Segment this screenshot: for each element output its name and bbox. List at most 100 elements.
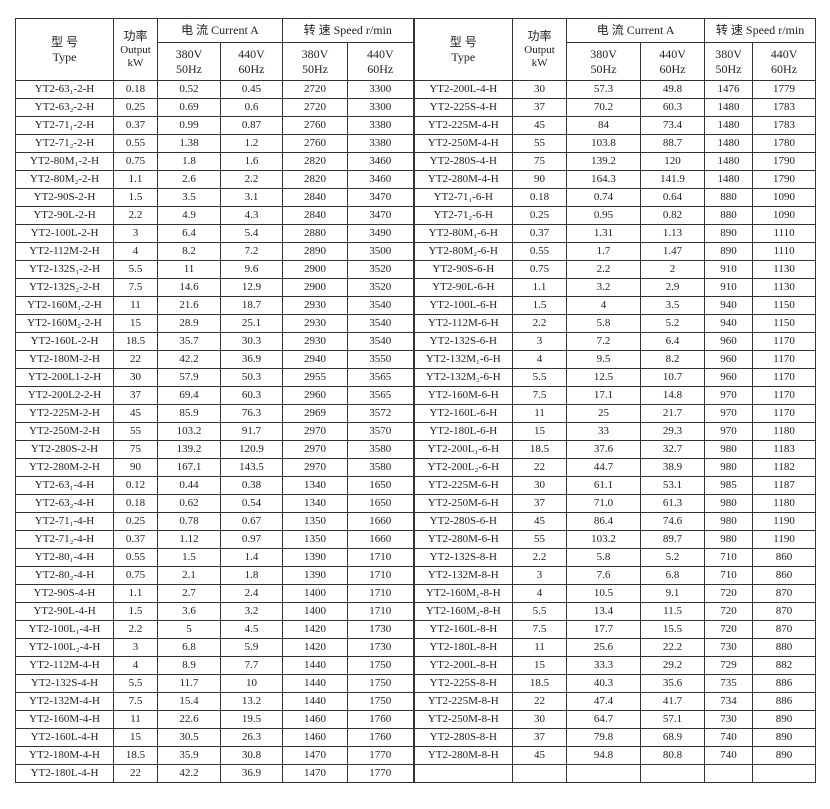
cell: 1.1 xyxy=(512,278,568,297)
cell: 1170 xyxy=(752,386,817,405)
cell: YT2-250M-8-H xyxy=(413,710,514,729)
cell: 0.25 xyxy=(113,98,158,117)
header-line: 380V xyxy=(715,46,742,61)
header-line: 440V xyxy=(238,46,265,61)
cell: 90 xyxy=(113,458,158,477)
header-line: 50Hz xyxy=(590,61,617,76)
cell: 0.99 xyxy=(157,116,221,135)
cell: 5.5 xyxy=(113,674,158,693)
cell: YT2-225M-2-H xyxy=(15,404,114,423)
cell: 5.8 xyxy=(566,548,642,567)
cell: 75 xyxy=(113,440,158,459)
cell: YT2-200L₁-6-H xyxy=(413,440,514,459)
cell: 15 xyxy=(512,656,568,675)
cell: 0.87 xyxy=(219,116,284,135)
data-row: YT2-180M-4-H 18.5 35.9 30.8 1470 1770 YT2-280M… xyxy=(15,746,817,765)
cell: 33.3 xyxy=(566,656,642,675)
cell: 6.4 xyxy=(640,332,706,351)
voltage-header: 380V 50Hz xyxy=(704,42,754,81)
cell: 120 xyxy=(640,152,706,171)
cell: 0.67 xyxy=(219,512,284,531)
data-row: YT2-90L-2-H 2.2 4.9 4.3 2840 3470 YT2-71₂-6-H 0… xyxy=(15,206,817,225)
cell: 5.8 xyxy=(566,314,642,333)
voltage-header: 440V 60Hz xyxy=(752,42,817,81)
cell: 14.6 xyxy=(157,278,221,297)
cell: 3.5 xyxy=(640,296,706,315)
cell: 880 xyxy=(704,188,754,207)
cell: 15.5 xyxy=(640,620,706,639)
cell: 0.25 xyxy=(512,206,568,225)
cell: 5.5 xyxy=(512,602,568,621)
cell: 3.5 xyxy=(157,188,221,207)
cell: YT2-80M₂-2-H xyxy=(15,170,114,189)
cell: 30 xyxy=(512,476,568,495)
cell: 2720 xyxy=(282,80,349,99)
header-row: 380V 50Hz 440V 60Hz 380V 50Hz 440V 60Hz 380V 50Hz… xyxy=(16,42,817,81)
cell: 11 xyxy=(512,404,568,423)
cell: 42.2 xyxy=(157,764,221,783)
cell: 1400 xyxy=(282,602,349,621)
cell: 1710 xyxy=(347,584,415,603)
cell: 940 xyxy=(704,314,754,333)
cell: 0.6 xyxy=(219,98,284,117)
cell: 143.5 xyxy=(219,458,284,477)
data-row: YT2-200L2-2-H 37 69.4 60.3 2960 3565 YT2-160M-… xyxy=(15,386,817,405)
cell: 89.7 xyxy=(640,530,706,549)
cell: 4.3 xyxy=(219,206,284,225)
cell: 860 xyxy=(752,566,817,585)
cell: 18.7 xyxy=(219,296,284,315)
cell: 3565 xyxy=(347,386,415,405)
cell: 1110 xyxy=(752,242,817,261)
voltage-header: 440V 60Hz xyxy=(640,42,706,81)
cell: 740 xyxy=(704,746,754,765)
cell: 0.97 xyxy=(219,530,284,549)
header-line: Type xyxy=(451,49,476,64)
cell: 890 xyxy=(704,242,754,261)
cell: 61.3 xyxy=(640,494,706,513)
cell: 2940 xyxy=(282,350,349,369)
cell: 2930 xyxy=(282,332,349,351)
cell: 1130 xyxy=(752,260,817,279)
cell: 1710 xyxy=(347,602,415,621)
cell: 1.6 xyxy=(219,152,284,171)
cell: YT2-132S₁-2-H xyxy=(15,260,114,279)
cell: 1350 xyxy=(282,530,349,549)
cell: 1350 xyxy=(282,512,349,531)
cell: 103.2 xyxy=(157,422,221,441)
cell: 86.4 xyxy=(566,512,642,531)
cell: 1.31 xyxy=(566,224,642,243)
cell: 3565 xyxy=(347,368,415,387)
cell: 120.9 xyxy=(219,440,284,459)
cell: 37.6 xyxy=(566,440,642,459)
cell: YT2-250M-2-H xyxy=(15,422,114,441)
cell: 79.8 xyxy=(566,728,642,747)
cell: 19.5 xyxy=(219,710,284,729)
header-line: Output xyxy=(524,44,555,56)
header-line: kW xyxy=(127,57,144,69)
cell: 3 xyxy=(512,566,568,585)
cell: 1.1 xyxy=(113,170,158,189)
cell: 1476 xyxy=(704,80,754,99)
cell: YT2-90L-4-H xyxy=(15,602,114,621)
cell: 3 xyxy=(113,638,158,657)
cell: 2970 xyxy=(282,440,349,459)
cell: 2720 xyxy=(282,98,349,117)
cell: 5.2 xyxy=(640,314,706,333)
cell: 1760 xyxy=(347,710,415,729)
cell: YT2-132M₁-6-H xyxy=(413,350,514,369)
cell: YT2-280M-8-H xyxy=(413,746,514,765)
cell: 14.8 xyxy=(640,386,706,405)
cell: 1182 xyxy=(752,458,817,477)
cell: 139.2 xyxy=(566,152,642,171)
voltage-header: 380V 50Hz xyxy=(566,42,642,81)
cell: 71.0 xyxy=(566,494,642,513)
header-line: 440V xyxy=(366,46,394,61)
cell: 4 xyxy=(512,350,568,369)
cell: 25 xyxy=(566,404,642,423)
cell: 0.75 xyxy=(113,152,158,171)
header-line: 50Hz xyxy=(176,61,202,76)
cell: 2890 xyxy=(282,242,349,261)
header-line: 60Hz xyxy=(367,61,394,76)
cell: 141.9 xyxy=(640,170,706,189)
